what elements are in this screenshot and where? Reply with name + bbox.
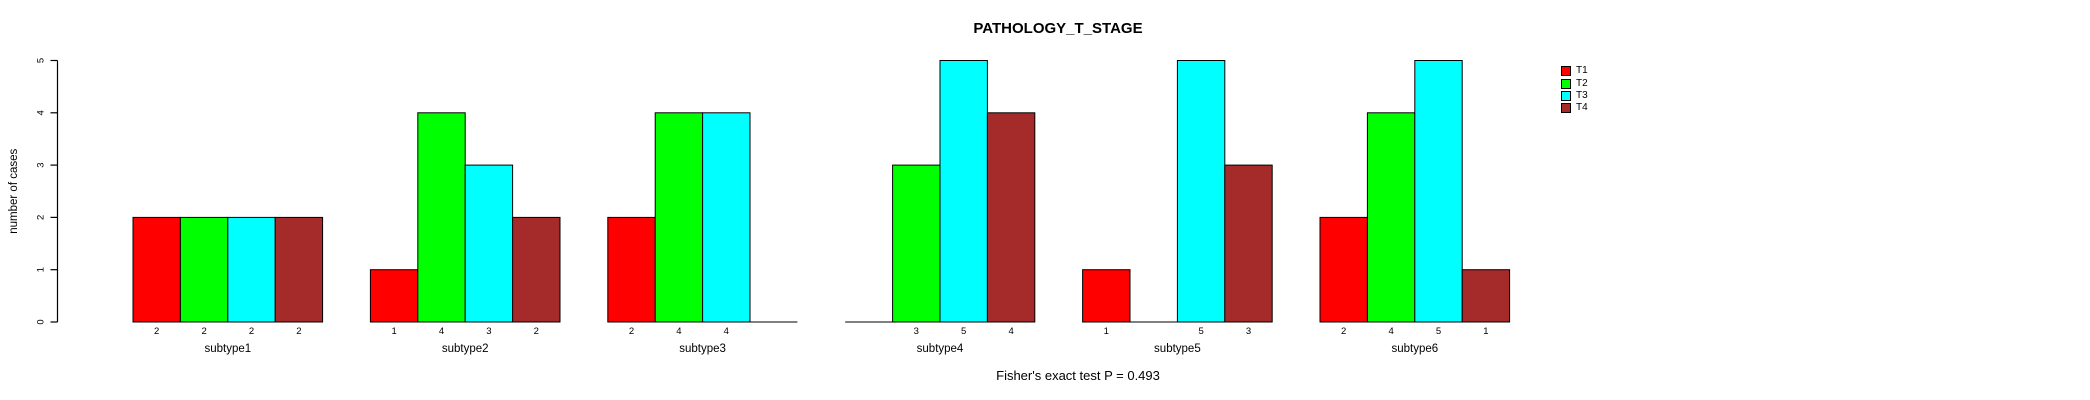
legend: T1 T2 T3 T4 — [1561, 65, 1588, 115]
x-axis-group-label-subtype5: subtype5 — [1154, 343, 1201, 355]
bar-T1-subtype3 — [607, 216, 656, 323]
bar-value-label: 2 — [1341, 326, 1346, 337]
bar-T1-subtype6 — [1319, 216, 1368, 323]
bar-T2-subtype6 — [1366, 112, 1416, 323]
bar-T4-subtype1 — [274, 216, 324, 323]
legend-item-T1: T1 — [1561, 65, 1588, 77]
bar-T3-subtype5 — [1176, 60, 1226, 323]
legend-label-T1: T1 — [1576, 65, 1588, 77]
legend-swatch-T4 — [1561, 103, 1571, 114]
bar-value-label: 3 — [486, 326, 491, 337]
y-axis-tick-label: 1 — [36, 267, 47, 272]
bar-value-label: 5 — [1436, 326, 1441, 337]
x-axis-group-label-subtype1: subtype1 — [204, 343, 251, 355]
bar-T3-subtype4 — [939, 60, 988, 323]
bar-value-label: 4 — [439, 326, 444, 337]
bar-value-label: 4 — [1388, 326, 1393, 337]
bar-T3-subtype2 — [464, 164, 514, 323]
bar-value-label: 1 — [1104, 326, 1109, 337]
legend-item-T4: T4 — [1561, 102, 1588, 114]
bar-T3-subtype3 — [702, 112, 751, 323]
bar-value-label: 2 — [296, 326, 301, 337]
bar-value-label: 1 — [391, 326, 396, 337]
bar-value-label: 2 — [534, 326, 539, 337]
legend-label-T3: T3 — [1576, 89, 1588, 101]
legend-item-T3: T3 — [1561, 90, 1588, 102]
bar-T1-subtype2 — [369, 269, 419, 323]
legend-swatch-T2 — [1561, 78, 1571, 89]
bar-T4-subtype5 — [1224, 164, 1273, 323]
bar-T2-subtype4 — [892, 164, 941, 323]
bar-value-label: 5 — [961, 326, 966, 337]
legend-swatch-T3 — [1561, 90, 1571, 101]
x-axis-group-label-subtype4: subtype4 — [917, 343, 964, 355]
chart-title: PATHOLOGY_T_STAGE — [973, 20, 1143, 37]
bar-T1-subtype5 — [1082, 269, 1131, 323]
legend-label-T4: T4 — [1576, 102, 1588, 114]
bar-value-label: 2 — [629, 326, 634, 337]
bar-value-label: 4 — [1008, 326, 1013, 337]
legend-label-T2: T2 — [1576, 77, 1588, 89]
x-axis-group-label-subtype3: subtype3 — [679, 343, 726, 355]
bar-T4-subtype4 — [986, 112, 1036, 323]
bar-value-label: 2 — [154, 326, 159, 337]
x-axis-group-label-subtype2: subtype2 — [442, 343, 489, 355]
bar-T4-subtype2 — [512, 216, 561, 323]
y-axis-tick-label: 3 — [36, 162, 47, 167]
bar-T4-subtype6 — [1461, 269, 1511, 323]
bar-T3-subtype6 — [1414, 60, 1463, 323]
bar-T3-subtype1 — [227, 216, 276, 323]
legend-item-T2: T2 — [1561, 77, 1588, 89]
bar-value-label: 1 — [1483, 326, 1488, 337]
caption-fisher-test: Fisher's exact test P = 0.493 — [996, 368, 1160, 383]
legend-swatch-T1 — [1561, 66, 1571, 77]
y-axis-title: number of cases — [8, 148, 20, 233]
bar-T2-subtype3 — [654, 112, 704, 323]
bar-value-label: 4 — [724, 326, 729, 337]
y-axis-tick-label: 4 — [36, 110, 47, 115]
y-axis-tick-label: 2 — [36, 215, 47, 220]
bar-value-label: 4 — [676, 326, 681, 337]
bar-value-label: 2 — [201, 326, 206, 337]
bar-T1-subtype1 — [132, 216, 181, 323]
y-axis-tick-label: 5 — [36, 58, 47, 63]
bar-T2-subtype2 — [417, 112, 466, 323]
bar-value-label: 2 — [249, 326, 254, 337]
x-axis-group-label-subtype6: subtype6 — [1391, 343, 1438, 355]
bar-value-label: 5 — [1198, 326, 1203, 337]
bar-value-label: 3 — [914, 326, 919, 337]
bar-T2-subtype1 — [179, 216, 229, 323]
bar-value-label: 3 — [1246, 326, 1251, 337]
y-axis-tick-label: 0 — [36, 319, 47, 324]
